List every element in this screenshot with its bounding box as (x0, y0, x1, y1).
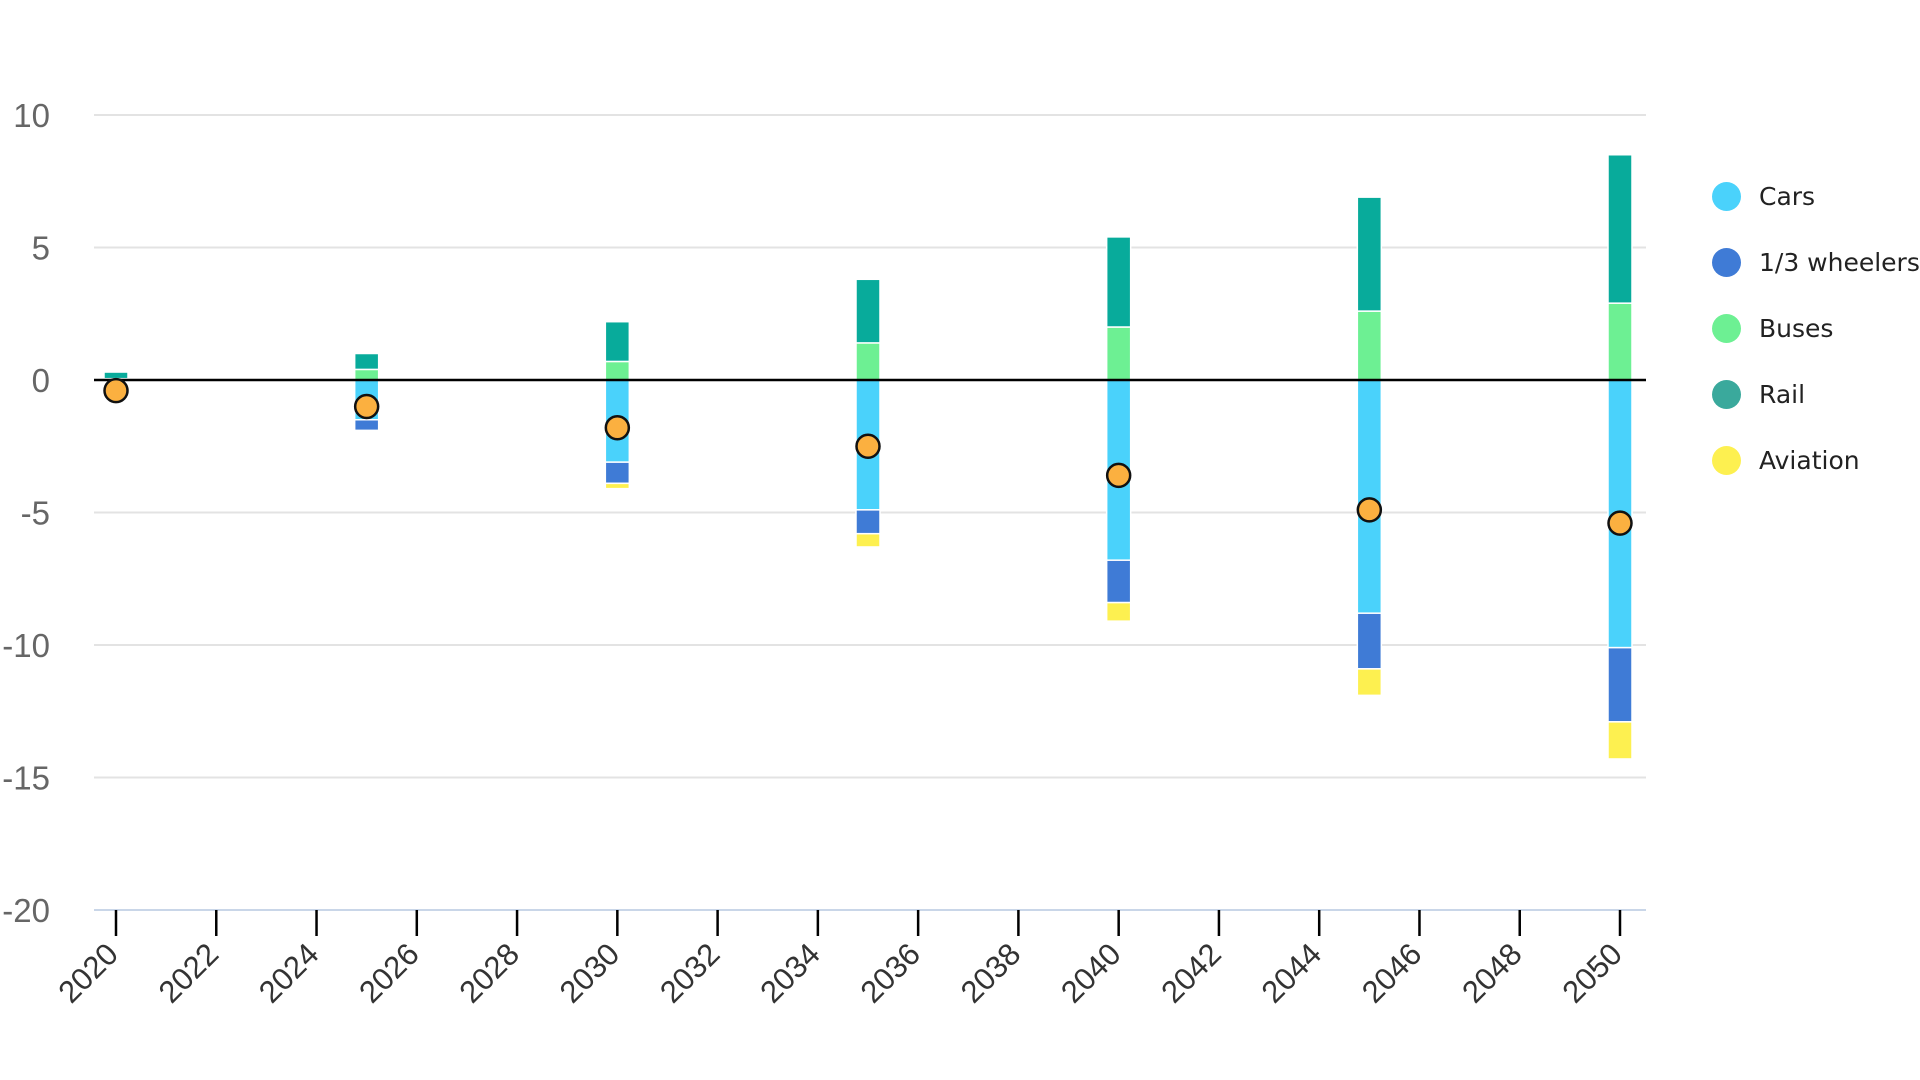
legend-label: 1/3 wheelers (1759, 247, 1920, 277)
x-tick-label: 2038 (954, 936, 1028, 1010)
x-tick-label: 2040 (1054, 936, 1128, 1010)
x-tick-label: 2028 (452, 936, 526, 1010)
x-tick-label: 2036 (854, 936, 928, 1010)
y-tick-label: 0 (32, 362, 50, 399)
bar-segment-aviation-2035 (855, 532, 881, 548)
bar-segment-buses-2050 (1607, 302, 1633, 381)
legend-swatch (1712, 313, 1741, 343)
legend-label: Buses (1759, 313, 1834, 343)
bar-segment-1-3-wheelers-2025 (353, 419, 380, 432)
bar-segment-aviation-2045 (1356, 668, 1383, 697)
bar-segment-buses-2040 (1105, 326, 1132, 381)
legend-label: Rail (1759, 379, 1806, 409)
legend-label: Cars (1759, 181, 1816, 211)
legend-swatch (1712, 247, 1741, 277)
net-marker-2035 (855, 433, 881, 459)
legend-swatch (1712, 181, 1741, 211)
bar-segment-1-3-wheelers-2050 (1607, 646, 1633, 723)
legend: Cars 1/3 wheelers Buses Rail Aviation (1712, 163, 1920, 493)
x-tick-label: 2026 (352, 936, 426, 1010)
y-tick-label: -20 (2, 892, 50, 929)
legend-item-wheelers[interactable]: 1/3 wheelers (1712, 229, 1920, 295)
legend-item-buses[interactable]: Buses (1712, 295, 1920, 361)
x-tick-label: 2034 (753, 936, 827, 1010)
x-tick-label: 2022 (152, 936, 226, 1010)
legend-swatch (1712, 379, 1741, 409)
x-tick-label: 2024 (252, 936, 326, 1010)
y-tick-label: -15 (2, 760, 50, 797)
legend-item-aviation[interactable]: Aviation (1712, 427, 1920, 493)
bar-segment-1-3-wheelers-2035 (855, 509, 881, 535)
net-marker-2030 (604, 414, 631, 441)
legend-item-rail[interactable]: Rail (1712, 361, 1920, 427)
x-axis: 2020 2022 2024 2026 2028 2030 2032 2034 2036 2038… (51, 909, 1646, 1010)
bar-segment-rail-2020 (103, 371, 129, 380)
y-tick-label: 5 (32, 230, 50, 267)
x-tick-label: 2032 (653, 936, 727, 1010)
bar-segment-cars-2045 (1356, 379, 1383, 614)
x-tick-label: 2042 (1154, 936, 1228, 1010)
bar-segment-aviation-2050 (1607, 721, 1633, 760)
x-tick-label: 2020 (51, 936, 125, 1010)
net-markers (103, 377, 1633, 536)
bar-segment-rail-2030 (604, 320, 631, 363)
y-tick-label: 10 (13, 97, 50, 134)
bar-segment-1-3-wheelers-2040 (1105, 559, 1132, 604)
bar-segment-1-3-wheelers-2045 (1356, 612, 1383, 670)
bar-segment-rail-2035 (855, 278, 881, 344)
x-tick-label: 2050 (1555, 936, 1629, 1010)
x-tick-label: 2030 (553, 936, 627, 1010)
legend-swatch (1712, 445, 1741, 475)
bar-segment-aviation-2040 (1105, 601, 1132, 622)
y-tick-label: -5 (21, 495, 50, 532)
bar-segment-rail-2025 (353, 352, 380, 371)
net-marker-2040 (1105, 462, 1132, 489)
x-tick-label: 2048 (1455, 936, 1529, 1010)
net-marker-2020 (103, 377, 129, 404)
net-marker-2045 (1356, 497, 1383, 523)
bar-segment-buses-2035 (855, 342, 881, 381)
bar-segment-buses-2025 (353, 368, 380, 381)
net-marker-2025 (353, 393, 380, 420)
y-tick-label: -10 (2, 627, 50, 664)
x-tick-label: 2044 (1255, 936, 1329, 1010)
bar-segment-aviation-2030 (604, 482, 631, 490)
bars (103, 154, 1633, 760)
bar-segment-rail-2050 (1607, 154, 1633, 304)
bar-segment-rail-2040 (1105, 236, 1132, 328)
bar-segment-buses-2030 (604, 360, 631, 381)
bar-segment-buses-2045 (1356, 310, 1383, 381)
bar-segment-1-3-wheelers-2030 (604, 461, 631, 485)
net-marker-2050 (1607, 510, 1633, 536)
bar-segment-rail-2045 (1356, 196, 1383, 312)
legend-label: Aviation (1759, 445, 1860, 475)
x-tick-label: 2046 (1355, 936, 1429, 1010)
y-axis-ticks: 10 5 0 -5 -10 -15 -20 (2, 97, 50, 929)
legend-item-cars[interactable]: Cars (1712, 163, 1920, 229)
